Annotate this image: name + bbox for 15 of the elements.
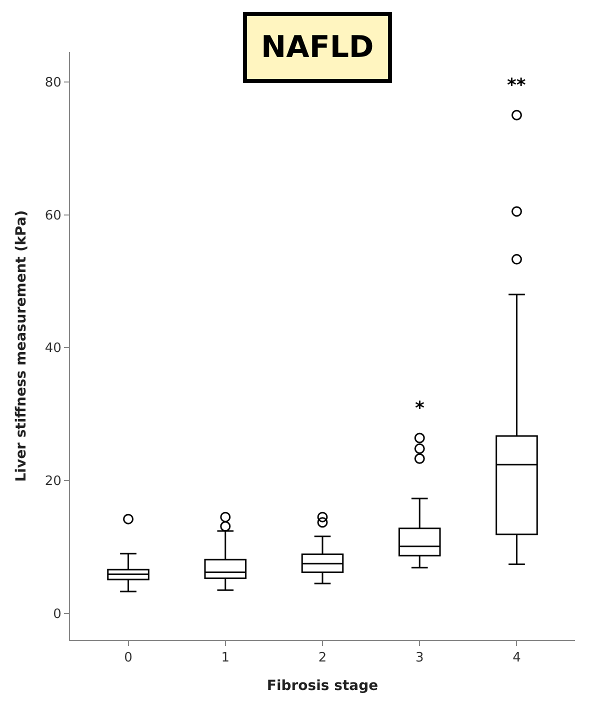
y-tick-label: 40 [44,341,62,356]
y-tick-label: 60 [44,208,62,224]
y-tick-label: 20 [44,474,62,490]
y-tick-label: 80 [44,75,62,90]
chart-title: NAFLD [261,30,374,65]
x-tick-label: 4 [512,650,521,666]
x-tick-label: 0 [124,650,132,666]
x-tick-label: 3 [415,650,424,666]
x-axis-title: Fibrosis stage [266,678,378,694]
y-tick-label: 0 [53,606,62,622]
x-tick-label: 1 [221,650,230,666]
annotation: * [415,398,425,419]
x-tick-label: 2 [318,650,327,666]
y-axis-title: Liver stiffness measurement (kPa) [13,210,30,482]
annotation: ** [507,75,526,96]
